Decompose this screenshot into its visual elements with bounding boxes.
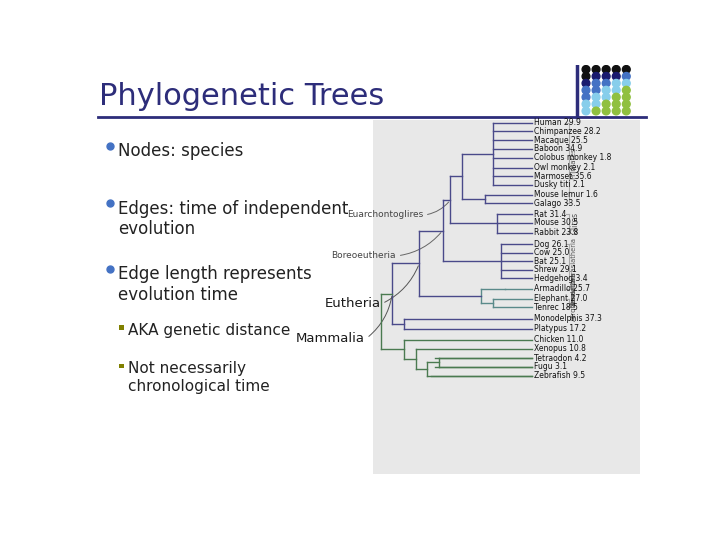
Circle shape bbox=[612, 79, 620, 87]
Circle shape bbox=[602, 72, 610, 80]
Circle shape bbox=[612, 93, 620, 101]
Text: Cow 25.0: Cow 25.0 bbox=[534, 248, 570, 257]
Text: Rabbit 23.8: Rabbit 23.8 bbox=[534, 228, 578, 237]
Text: Shrew 29.1: Shrew 29.1 bbox=[534, 265, 577, 274]
Text: Zebrafish 9.5: Zebrafish 9.5 bbox=[534, 372, 585, 380]
Text: Xenarthra: Xenarthra bbox=[570, 271, 577, 307]
Text: Primates: Primates bbox=[570, 147, 577, 179]
Circle shape bbox=[593, 86, 600, 94]
Circle shape bbox=[593, 79, 600, 87]
Circle shape bbox=[612, 86, 620, 94]
Text: Armadillo 25.7: Armadillo 25.7 bbox=[534, 285, 590, 293]
Text: Macaque 25.5: Macaque 25.5 bbox=[534, 136, 588, 145]
Text: Tenrec 18.5: Tenrec 18.5 bbox=[534, 303, 578, 312]
Text: Laurasiatheria: Laurasiatheria bbox=[570, 237, 577, 285]
Circle shape bbox=[582, 72, 590, 80]
Text: Marmoset 35.6: Marmoset 35.6 bbox=[534, 172, 592, 181]
Circle shape bbox=[602, 79, 610, 87]
Circle shape bbox=[602, 93, 610, 101]
Text: Baboon 34.9: Baboon 34.9 bbox=[534, 144, 582, 153]
Text: Eutheria: Eutheria bbox=[325, 297, 381, 310]
Circle shape bbox=[602, 86, 610, 94]
Circle shape bbox=[582, 93, 590, 101]
Circle shape bbox=[593, 93, 600, 101]
Text: Platypus 17.2: Platypus 17.2 bbox=[534, 325, 586, 333]
Text: Colobus monkey 1.8: Colobus monkey 1.8 bbox=[534, 153, 611, 163]
Circle shape bbox=[612, 72, 620, 80]
Text: Boreoeutheria: Boreoeutheria bbox=[332, 251, 396, 260]
Text: Xenopus 10.8: Xenopus 10.8 bbox=[534, 345, 586, 354]
Text: Rat 31.4: Rat 31.4 bbox=[534, 210, 567, 219]
Circle shape bbox=[602, 100, 610, 108]
Circle shape bbox=[582, 79, 590, 87]
Text: Phylogenetic Trees: Phylogenetic Trees bbox=[99, 82, 384, 111]
Text: Dusky titi 2.1: Dusky titi 2.1 bbox=[534, 180, 585, 190]
Text: Not necessarily
chronological time: Not necessarily chronological time bbox=[128, 361, 270, 394]
Circle shape bbox=[622, 72, 630, 80]
Circle shape bbox=[593, 72, 600, 80]
Text: Owl monkey 2.1: Owl monkey 2.1 bbox=[534, 164, 595, 172]
Text: Nodes: species: Nodes: species bbox=[118, 142, 243, 160]
Circle shape bbox=[582, 100, 590, 108]
Text: Human 29.9: Human 29.9 bbox=[534, 118, 581, 127]
Circle shape bbox=[593, 65, 600, 73]
Text: Glires: Glires bbox=[570, 212, 580, 234]
Text: Euarchontoglires: Euarchontoglires bbox=[347, 211, 423, 219]
Bar bbox=[120, 363, 124, 368]
Text: Mouse 30.5: Mouse 30.5 bbox=[534, 218, 578, 227]
Text: AKA genetic distance: AKA genetic distance bbox=[128, 323, 290, 338]
Circle shape bbox=[612, 100, 620, 108]
Circle shape bbox=[612, 65, 620, 73]
Text: Hedgehog 3.4: Hedgehog 3.4 bbox=[534, 274, 588, 282]
Text: Bat 25.1: Bat 25.1 bbox=[534, 256, 566, 266]
Text: Xenarthra: Xenarthra bbox=[570, 272, 577, 306]
Text: Elephant 27.0: Elephant 27.0 bbox=[534, 294, 588, 303]
Text: Afrotheria: Afrotheria bbox=[570, 285, 577, 321]
Text: Tetraodon 4.2: Tetraodon 4.2 bbox=[534, 354, 587, 363]
Circle shape bbox=[582, 86, 590, 94]
Text: Mouse lemur 1.6: Mouse lemur 1.6 bbox=[534, 191, 598, 199]
Circle shape bbox=[582, 107, 590, 115]
Circle shape bbox=[622, 93, 630, 101]
Text: Chicken 11.0: Chicken 11.0 bbox=[534, 335, 583, 344]
Circle shape bbox=[602, 65, 610, 73]
Text: Monodelphis 37.3: Monodelphis 37.3 bbox=[534, 314, 602, 323]
Circle shape bbox=[593, 107, 600, 115]
Circle shape bbox=[582, 65, 590, 73]
Text: Fugu 3.1: Fugu 3.1 bbox=[534, 362, 567, 371]
Text: Chimpanzee 28.2: Chimpanzee 28.2 bbox=[534, 126, 600, 136]
Bar bbox=[120, 325, 124, 330]
Circle shape bbox=[622, 65, 630, 73]
Text: Edges: time of independent
evolution: Edges: time of independent evolution bbox=[118, 200, 348, 238]
Circle shape bbox=[602, 107, 610, 115]
Circle shape bbox=[612, 107, 620, 115]
Circle shape bbox=[622, 100, 630, 108]
Circle shape bbox=[593, 100, 600, 108]
FancyBboxPatch shape bbox=[373, 120, 640, 475]
Text: Edge length represents
evolution time: Edge length represents evolution time bbox=[118, 265, 312, 304]
Circle shape bbox=[622, 107, 630, 115]
Text: Mammalia: Mammalia bbox=[296, 332, 365, 345]
Circle shape bbox=[622, 79, 630, 87]
Text: Dog 26.1: Dog 26.1 bbox=[534, 240, 569, 249]
Circle shape bbox=[622, 86, 630, 94]
Text: Galago 33.5: Galago 33.5 bbox=[534, 199, 580, 208]
